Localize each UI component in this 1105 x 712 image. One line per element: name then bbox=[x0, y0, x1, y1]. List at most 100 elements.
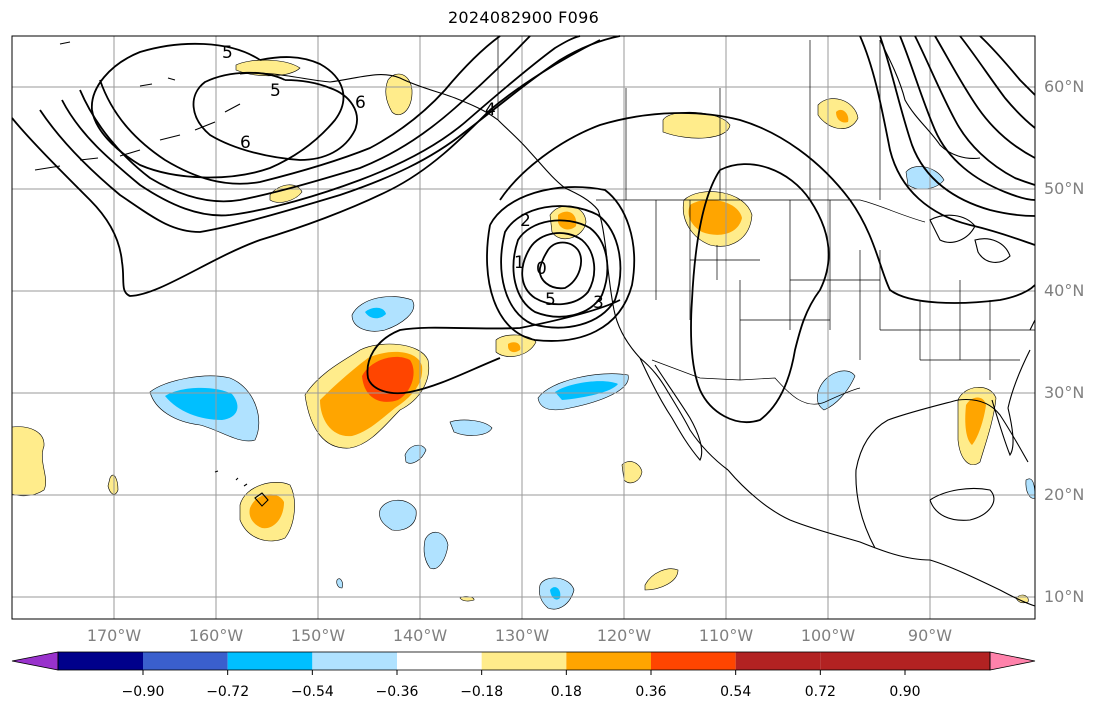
contour-line bbox=[512, 219, 609, 318]
california-coast bbox=[613, 309, 729, 471]
colorbar-segment bbox=[397, 652, 482, 670]
contour-line bbox=[486, 186, 636, 342]
contour-label: 6 bbox=[240, 133, 251, 153]
anomaly-positive bbox=[235, 59, 301, 77]
longitude-label: 90°W bbox=[907, 626, 953, 645]
baja-peninsula bbox=[639, 357, 703, 461]
yucatan bbox=[929, 487, 995, 521]
borders bbox=[497, 36, 1035, 405]
contour-line bbox=[500, 205, 622, 329]
colorbar-tick-label: −0.90 bbox=[121, 684, 165, 700]
contour-line bbox=[879, 35, 1036, 217]
colorbar-segment bbox=[312, 652, 397, 670]
contour-line bbox=[79, 35, 531, 203]
anomaly-positive bbox=[249, 494, 284, 529]
colorbar-tick-label: −0.18 bbox=[460, 684, 504, 700]
contour-line bbox=[99, 35, 501, 185]
anomaly-negative bbox=[365, 307, 386, 319]
anomaly-negative bbox=[165, 387, 238, 420]
anomaly-negative bbox=[550, 587, 561, 600]
contour-line bbox=[959, 35, 1036, 129]
colorbar-outline bbox=[57, 651, 991, 671]
colorbar-segment bbox=[481, 652, 567, 670]
longitude-label: 120°W bbox=[596, 626, 652, 645]
anomaly-negative bbox=[555, 381, 618, 400]
contour-label: 5 bbox=[270, 81, 281, 101]
latitude-label: 10°N bbox=[1044, 587, 1085, 606]
anomaly-shading bbox=[11, 59, 1036, 610]
contour-line bbox=[39, 35, 621, 233]
colorbar-segment bbox=[735, 652, 821, 670]
longitude-label: 170°W bbox=[86, 626, 142, 645]
map-frame bbox=[11, 35, 1036, 620]
latitude-label: 50°N bbox=[1044, 179, 1085, 198]
contour-line bbox=[914, 35, 1036, 186]
contour-line bbox=[690, 163, 830, 423]
state-lines bbox=[655, 200, 1035, 380]
colorbar-tick-label: 0.90 bbox=[889, 684, 921, 700]
contour-label: 0 bbox=[536, 259, 547, 279]
anomaly-positive bbox=[508, 342, 521, 353]
colorbar-tick-label: 0.18 bbox=[550, 684, 582, 700]
contour-line bbox=[521, 232, 596, 306]
colorbar-min-extension bbox=[11, 651, 59, 671]
colorbar-segment bbox=[143, 652, 228, 670]
florida bbox=[991, 399, 1014, 457]
colorbar-tick-label: −0.72 bbox=[206, 684, 250, 700]
mexico-coast bbox=[727, 469, 1036, 607]
colorbar-tick-label: 0.54 bbox=[720, 684, 752, 700]
contour-label: 2 bbox=[520, 211, 531, 231]
latitude-label: 40°N bbox=[1044, 281, 1085, 300]
contour-label: 4 bbox=[485, 100, 496, 120]
anomaly-negative bbox=[336, 578, 343, 589]
colorbar-segment bbox=[58, 652, 143, 670]
colorbar-max-extension bbox=[989, 651, 1036, 671]
contour-line bbox=[979, 35, 1036, 96]
contour-line bbox=[192, 71, 358, 161]
anomaly-positive bbox=[362, 356, 414, 402]
contour-label: 6 bbox=[355, 93, 366, 113]
longitude-label: 150°W bbox=[290, 626, 346, 645]
colorbar-segment bbox=[227, 652, 313, 670]
anomaly-positive bbox=[621, 461, 643, 484]
map-title: 2024082900 F096 bbox=[447, 8, 600, 27]
gulf-coast bbox=[855, 398, 1029, 549]
anomaly-positive bbox=[11, 426, 46, 497]
contour-label: 5 bbox=[222, 43, 233, 63]
colorbar-segment bbox=[820, 652, 905, 670]
anomaly-positive bbox=[836, 109, 849, 123]
colorbar-segment bbox=[651, 652, 736, 670]
aleutian-islands bbox=[34, 103, 241, 171]
anomaly-positive bbox=[965, 397, 986, 445]
coastlines bbox=[34, 39, 1036, 607]
anomaly-positive bbox=[385, 73, 413, 116]
anomaly-positive bbox=[644, 568, 679, 591]
colorbar-tick-label: −0.54 bbox=[290, 684, 334, 700]
contour-line bbox=[366, 299, 621, 395]
anomaly-negative bbox=[404, 444, 427, 464]
anomaly-negative bbox=[423, 532, 449, 570]
latitude-label: 20°N bbox=[1044, 485, 1085, 504]
longitude-label: 110°W bbox=[698, 626, 754, 645]
latitude-label: 30°N bbox=[1044, 383, 1085, 402]
us-mexico-border bbox=[651, 359, 861, 405]
colorbar-segment bbox=[905, 652, 990, 670]
contour-line bbox=[91, 42, 345, 179]
contour-label: 1 bbox=[514, 253, 525, 273]
longitude-label: 130°W bbox=[494, 626, 550, 645]
anomaly-negative bbox=[905, 166, 945, 190]
contour-line bbox=[11, 39, 601, 297]
contour-line bbox=[61, 35, 581, 217]
us-canada-border bbox=[596, 199, 926, 223]
hudson-bay bbox=[879, 39, 981, 159]
colorbar bbox=[11, 651, 1036, 675]
longitude-label: 100°W bbox=[800, 626, 856, 645]
contour-line bbox=[859, 35, 1036, 246]
colorbar-tick-label: 0.36 bbox=[635, 684, 667, 700]
canada-provinces bbox=[625, 40, 881, 200]
longitude-label: 160°W bbox=[188, 626, 244, 645]
contour-line bbox=[899, 35, 1036, 201]
contour-label: 5 bbox=[545, 290, 556, 310]
bering-islands bbox=[59, 41, 176, 87]
atlantic-coast bbox=[1007, 319, 1036, 409]
